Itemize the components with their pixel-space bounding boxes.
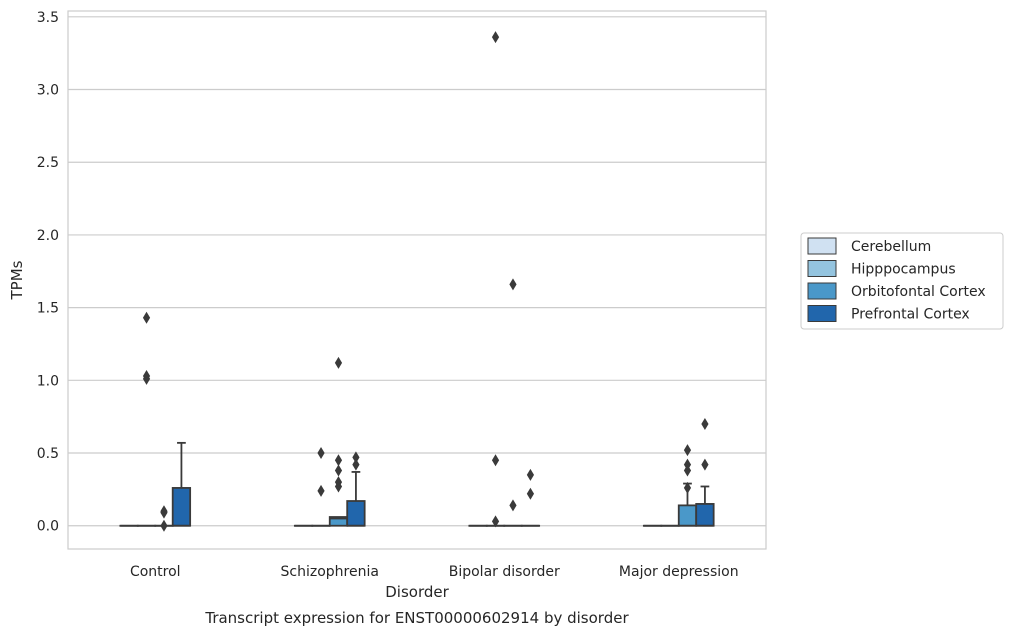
outlier-point	[683, 464, 692, 477]
outlier-point	[509, 278, 517, 291]
legend-swatch	[807, 260, 837, 277]
outlier-point	[317, 447, 325, 460]
outlier-point	[352, 458, 360, 471]
y-tick-label: 3.0	[37, 83, 59, 99]
legend-frame	[800, 232, 1004, 330]
outlier-point	[683, 444, 692, 457]
outlier-point	[160, 519, 168, 532]
x-tick-label: Schizophrenia	[281, 564, 379, 580]
outlier-point	[142, 372, 151, 385]
y-tick-labels: 0.0 0.5 1.0 1.5 2.0 2.5 3.0 3.5	[37, 10, 59, 535]
box-3-3	[695, 485, 715, 527]
box-body	[346, 500, 366, 527]
outlier-point	[142, 311, 151, 324]
outlier-point	[701, 417, 709, 430]
outlier-point	[334, 464, 343, 477]
y-axis-label: TPMs	[8, 260, 26, 300]
y-tick-label: 2.0	[37, 228, 59, 244]
plot-frame	[67, 10, 767, 550]
outlier-point	[491, 515, 500, 528]
box-3-1	[346, 471, 366, 527]
outlier-point	[526, 468, 535, 481]
outlier-point	[683, 481, 692, 494]
outlier-point	[701, 458, 709, 471]
box-3-0	[171, 441, 192, 527]
y-tick-label: 2.5	[37, 155, 59, 171]
outlier-point	[334, 480, 343, 493]
y-tick-label: 3.5	[37, 10, 59, 26]
boxes	[119, 441, 715, 527]
legend-label: Hipppocampus	[851, 262, 956, 278]
legend-swatch	[807, 282, 837, 300]
outlier-point	[491, 31, 500, 44]
x-tick-label: Bipolar disorder	[449, 564, 560, 580]
x-tick-labels: Control Schizophrenia Bipolar disorder Majo…	[130, 564, 739, 580]
grid-lines	[68, 16, 766, 527]
y-tick-label: 1.5	[37, 301, 59, 317]
legend-label: Cerebellum	[851, 239, 931, 255]
box-body	[171, 487, 192, 527]
outlier-point	[334, 356, 343, 369]
x-tick-label: Control	[130, 564, 181, 580]
legend: Cerebellum Hipppocampus Orbitofontal Corte…	[800, 232, 1004, 330]
legend-swatch	[807, 305, 837, 322]
x-tick-label: Major depression	[619, 564, 739, 580]
y-tick-label: 1.0	[37, 373, 59, 389]
chart-title: Transcript expression for ENST0000060291…	[204, 609, 629, 627]
legend-swatch	[807, 237, 837, 255]
outliers	[142, 31, 709, 532]
box-body	[677, 504, 698, 527]
legend-label: Orbitofontal Cortex	[851, 284, 986, 300]
outlier-point	[317, 484, 325, 497]
legend-label: Prefrontal Cortex	[851, 307, 970, 323]
box-body	[695, 503, 715, 527]
outlier-point	[352, 451, 360, 464]
outlier-point	[334, 454, 343, 467]
outlier-point	[526, 487, 535, 500]
y-tick-label: 0.0	[37, 519, 59, 535]
outlier-point	[491, 454, 500, 467]
x-axis-label: Disorder	[385, 583, 449, 601]
outlier-point	[509, 499, 517, 512]
y-tick-label: 0.5	[37, 446, 59, 462]
box-2-1	[328, 516, 349, 527]
outlier-point	[160, 506, 168, 519]
